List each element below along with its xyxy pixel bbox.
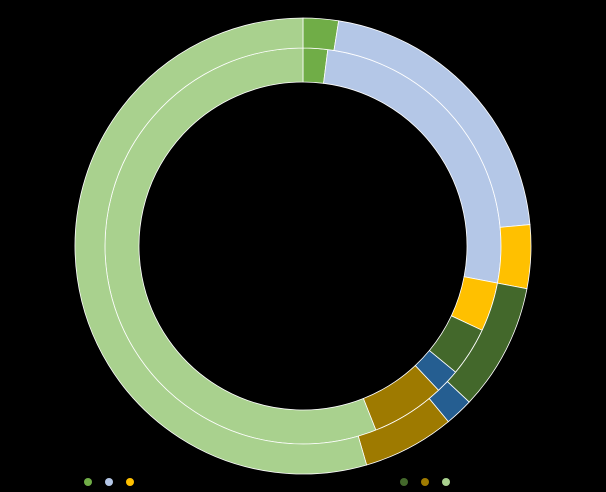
legend-item-0 [84,478,95,486]
outer-ring-slice-2 [497,224,532,290]
legend-left [84,476,137,488]
outer-ring-slice-6 [74,17,368,475]
donut-rings [74,17,532,475]
outer-ring-slice-0 [302,17,340,51]
legend-right [400,476,453,488]
inner-ring-slice-1 [323,49,502,284]
legend-swatch-1 [105,478,113,486]
legend-swatch-2 [126,478,134,486]
legend-item-5 [442,478,453,486]
legend-swatch-5 [442,478,450,486]
legend-item-3 [400,478,411,486]
legend-swatch-4 [421,478,429,486]
legend-item-2 [126,478,137,486]
legend-swatch-3 [400,478,408,486]
legend-item-1 [105,478,116,486]
legend-swatch-0 [84,478,92,486]
legend-item-4 [421,478,432,486]
